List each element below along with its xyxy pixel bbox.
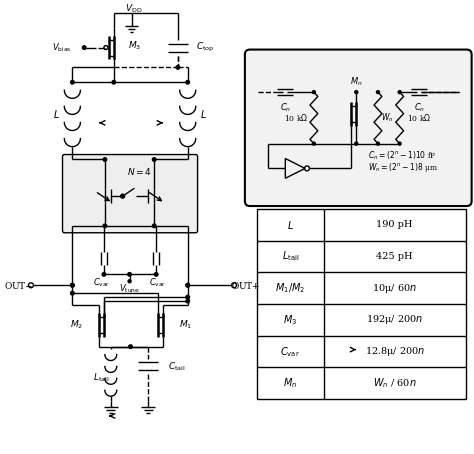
Circle shape xyxy=(398,91,401,94)
Circle shape xyxy=(153,158,156,161)
Text: $V_\mathrm{DD}$: $V_\mathrm{DD}$ xyxy=(125,3,142,15)
Circle shape xyxy=(176,66,180,69)
Text: $M_3$: $M_3$ xyxy=(128,39,141,52)
Bar xyxy=(257,209,466,399)
Text: 12.8μ/ 200$n$: 12.8μ/ 200$n$ xyxy=(365,345,425,358)
Text: $C_\mathrm{tail}$: $C_\mathrm{tail}$ xyxy=(168,360,186,373)
FancyBboxPatch shape xyxy=(68,160,191,227)
Circle shape xyxy=(355,142,358,145)
Text: $W_n$: $W_n$ xyxy=(381,112,393,124)
Text: $M_2$: $M_2$ xyxy=(70,319,83,331)
Circle shape xyxy=(355,91,358,94)
Circle shape xyxy=(376,91,380,94)
Circle shape xyxy=(121,194,125,198)
Text: $N=4$: $N=4$ xyxy=(127,166,152,177)
Text: $L$: $L$ xyxy=(287,219,294,231)
Circle shape xyxy=(128,280,131,283)
Circle shape xyxy=(71,283,74,287)
Text: OUT$-$: OUT$-$ xyxy=(4,280,34,291)
Circle shape xyxy=(103,224,107,227)
Text: 10 k$\Omega$: 10 k$\Omega$ xyxy=(407,113,431,123)
Text: $W_n=(2^n-1)8$ μm: $W_n=(2^n-1)8$ μm xyxy=(368,161,438,174)
Text: $C_\mathrm{var}$: $C_\mathrm{var}$ xyxy=(149,276,167,289)
Circle shape xyxy=(128,272,131,276)
Text: $C_n$: $C_n$ xyxy=(414,102,425,114)
Text: $M_n$: $M_n$ xyxy=(283,376,297,390)
Circle shape xyxy=(71,291,74,295)
Circle shape xyxy=(112,80,116,84)
Circle shape xyxy=(186,299,190,303)
Text: $W_n$ / 60$n$: $W_n$ / 60$n$ xyxy=(373,376,417,390)
Text: 10μ/ 60$n$: 10μ/ 60$n$ xyxy=(372,282,417,295)
Text: 192μ/ 200$n$: 192μ/ 200$n$ xyxy=(366,313,423,326)
Text: $M_1$: $M_1$ xyxy=(179,319,192,331)
Circle shape xyxy=(102,272,106,276)
FancyBboxPatch shape xyxy=(65,158,195,230)
Text: $C_\mathrm{var}$: $C_\mathrm{var}$ xyxy=(280,345,300,359)
Circle shape xyxy=(103,158,107,161)
Text: $V_\mathrm{bias}$: $V_\mathrm{bias}$ xyxy=(52,41,72,54)
Text: $V_\mathrm{tune}$: $V_\mathrm{tune}$ xyxy=(119,283,140,296)
Circle shape xyxy=(71,80,74,84)
Text: $C_n=(2^n-1)10$ fF: $C_n=(2^n-1)10$ fF xyxy=(368,149,437,162)
Circle shape xyxy=(186,296,190,299)
Text: $M_3$: $M_3$ xyxy=(283,313,297,327)
FancyBboxPatch shape xyxy=(63,154,198,233)
Circle shape xyxy=(71,283,74,287)
Circle shape xyxy=(153,224,156,227)
Circle shape xyxy=(129,345,132,348)
Text: $M_1 / M_2$: $M_1 / M_2$ xyxy=(275,281,305,295)
Circle shape xyxy=(312,142,315,145)
Text: $L$: $L$ xyxy=(200,108,207,120)
Circle shape xyxy=(155,272,158,276)
Circle shape xyxy=(186,283,190,287)
Circle shape xyxy=(312,91,315,94)
Text: $C_\mathrm{top}$: $C_\mathrm{top}$ xyxy=(196,41,214,54)
Text: 425 pH: 425 pH xyxy=(376,252,413,261)
Circle shape xyxy=(186,283,190,287)
Text: $C_\mathrm{var}$: $C_\mathrm{var}$ xyxy=(93,276,110,289)
Text: $L_\mathrm{tail}$: $L_\mathrm{tail}$ xyxy=(92,371,109,384)
Text: OUT$+$: OUT$+$ xyxy=(231,280,261,291)
Circle shape xyxy=(186,80,190,84)
Text: 190 pH: 190 pH xyxy=(376,220,413,229)
Circle shape xyxy=(82,46,86,49)
Text: $C_n$: $C_n$ xyxy=(280,102,291,114)
Circle shape xyxy=(398,142,401,145)
Text: $L$: $L$ xyxy=(53,108,60,120)
Circle shape xyxy=(376,142,380,145)
Text: $M_n$: $M_n$ xyxy=(350,76,363,89)
FancyBboxPatch shape xyxy=(72,163,189,224)
FancyBboxPatch shape xyxy=(245,49,472,206)
Text: 10 k$\Omega$: 10 k$\Omega$ xyxy=(284,113,308,123)
Text: $L_\mathrm{tail}$: $L_\mathrm{tail}$ xyxy=(282,250,299,263)
